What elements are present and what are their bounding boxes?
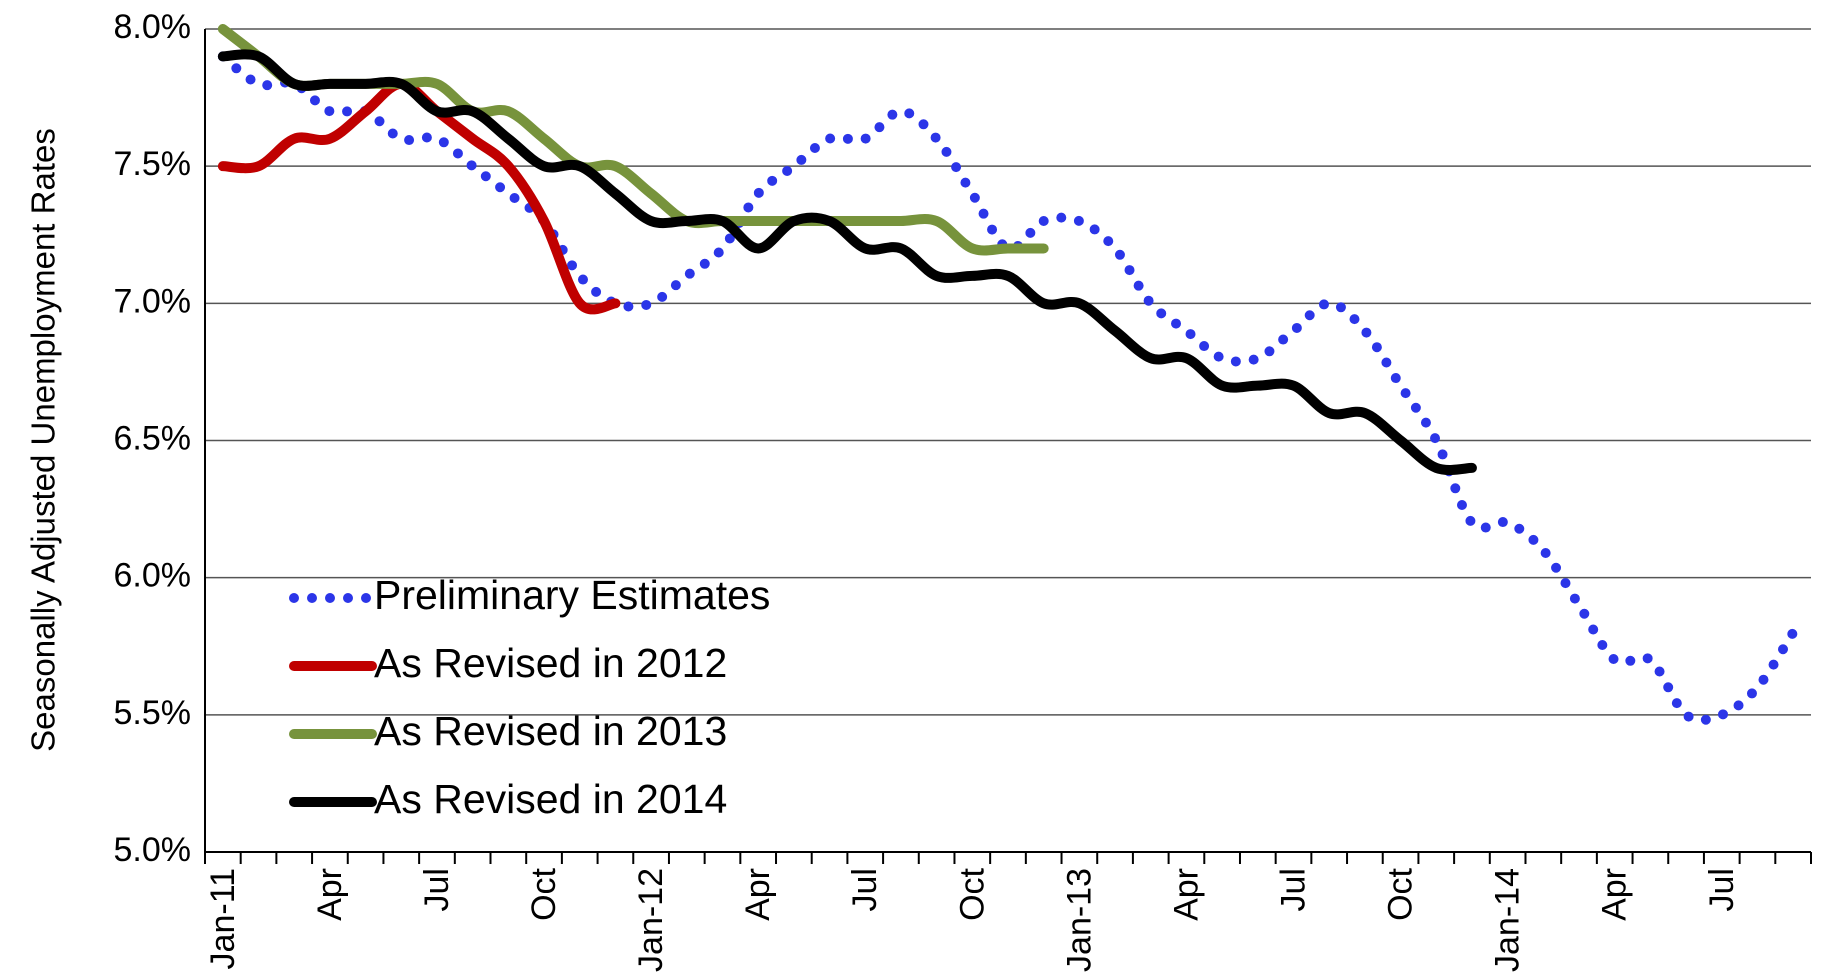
x-tick-label: Jan-13 <box>1060 868 1098 972</box>
y-tick-label: 5.0% <box>114 831 192 869</box>
x-tick-label: Apr <box>311 868 349 921</box>
y-tick-label: 7.0% <box>114 282 192 320</box>
legend-label: As Revised in 2013 <box>374 708 727 754</box>
x-tick-label: Jul <box>1275 868 1313 911</box>
y-tick-label: 6.0% <box>114 557 192 595</box>
y-axis-label: Seasonally Adjusted Unemployment Rates <box>25 128 62 752</box>
x-tick-label: Jan-12 <box>632 868 670 972</box>
y-tick-label: 8.0% <box>114 8 192 46</box>
series-line <box>217 24 1049 256</box>
series-line <box>217 78 621 315</box>
x-tick-label: Apr <box>739 868 777 921</box>
legend-label: Preliminary Estimates <box>374 572 770 618</box>
x-tick-label: Jan-11 <box>204 868 242 969</box>
x-tick-label: Jul <box>846 868 884 911</box>
x-tick-label: Jul <box>418 868 456 911</box>
x-tick-label: Oct <box>953 867 991 920</box>
series-line <box>217 51 1799 726</box>
legend-label: As Revised in 2014 <box>374 776 727 822</box>
legend-label: As Revised in 2012 <box>374 640 727 686</box>
x-tick-label: Apr <box>1167 868 1205 921</box>
x-tick-label: Oct <box>1382 867 1420 920</box>
x-tick-label: Oct <box>525 867 563 920</box>
x-tick-label: Jul <box>1703 868 1741 911</box>
x-tick-label: Jan-14 <box>1489 868 1527 972</box>
series-line <box>217 49 1477 475</box>
y-tick-label: 5.5% <box>114 694 192 732</box>
x-tick-label: Apr <box>1596 868 1634 921</box>
y-tick-label: 7.5% <box>114 145 192 183</box>
y-tick-label: 6.5% <box>114 419 192 457</box>
